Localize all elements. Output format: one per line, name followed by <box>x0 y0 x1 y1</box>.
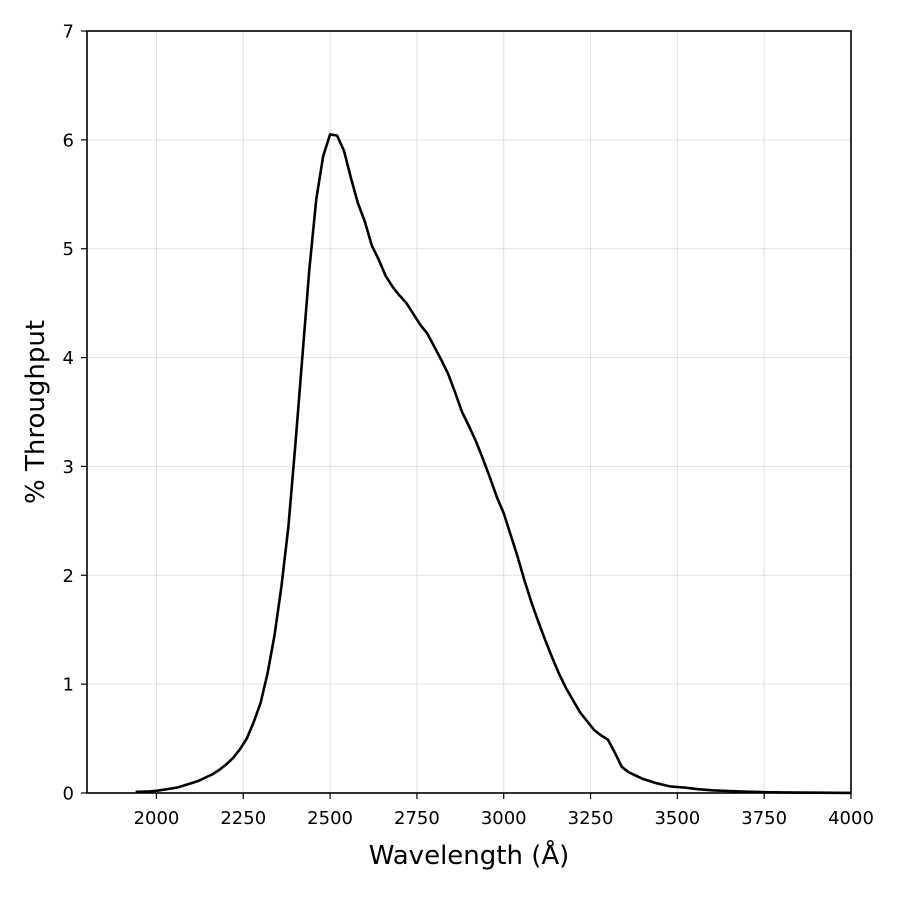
y-tick-label: 6 <box>63 130 74 151</box>
x-tick-label: 2500 <box>307 808 353 829</box>
y-tick-label: 5 <box>63 239 74 260</box>
grid-lines <box>87 30 852 794</box>
x-tick-label: 2000 <box>134 808 180 829</box>
x-tick-label: 4000 <box>828 808 874 829</box>
x-tick-label: 2250 <box>220 808 266 829</box>
y-tick-label: 3 <box>63 457 74 478</box>
y-tick-label: 1 <box>63 675 74 696</box>
y-tick-label: 7 <box>63 22 74 43</box>
series-layer <box>135 133 852 795</box>
y-tick-label: 0 <box>63 784 74 805</box>
x-axis-title: Wavelength (Å) <box>369 839 570 871</box>
x-tick-label: 3750 <box>741 808 787 829</box>
y-tick-label: 2 <box>63 566 74 587</box>
x-tick-label: 3500 <box>654 808 700 829</box>
y-tick-label: 4 <box>63 348 74 369</box>
x-tick-label: 2750 <box>394 808 440 829</box>
x-tick-label: 3250 <box>568 808 614 829</box>
x-tick-label: 3000 <box>481 808 527 829</box>
y-axis-title: % Throughput <box>21 320 51 504</box>
throughput-line <box>135 133 852 795</box>
plot-frame <box>86 30 852 794</box>
axis-ticks: 2000 2250 2500 2750 3000 3250 3500 3750 4000 0 1 2 3… <box>63 22 874 830</box>
